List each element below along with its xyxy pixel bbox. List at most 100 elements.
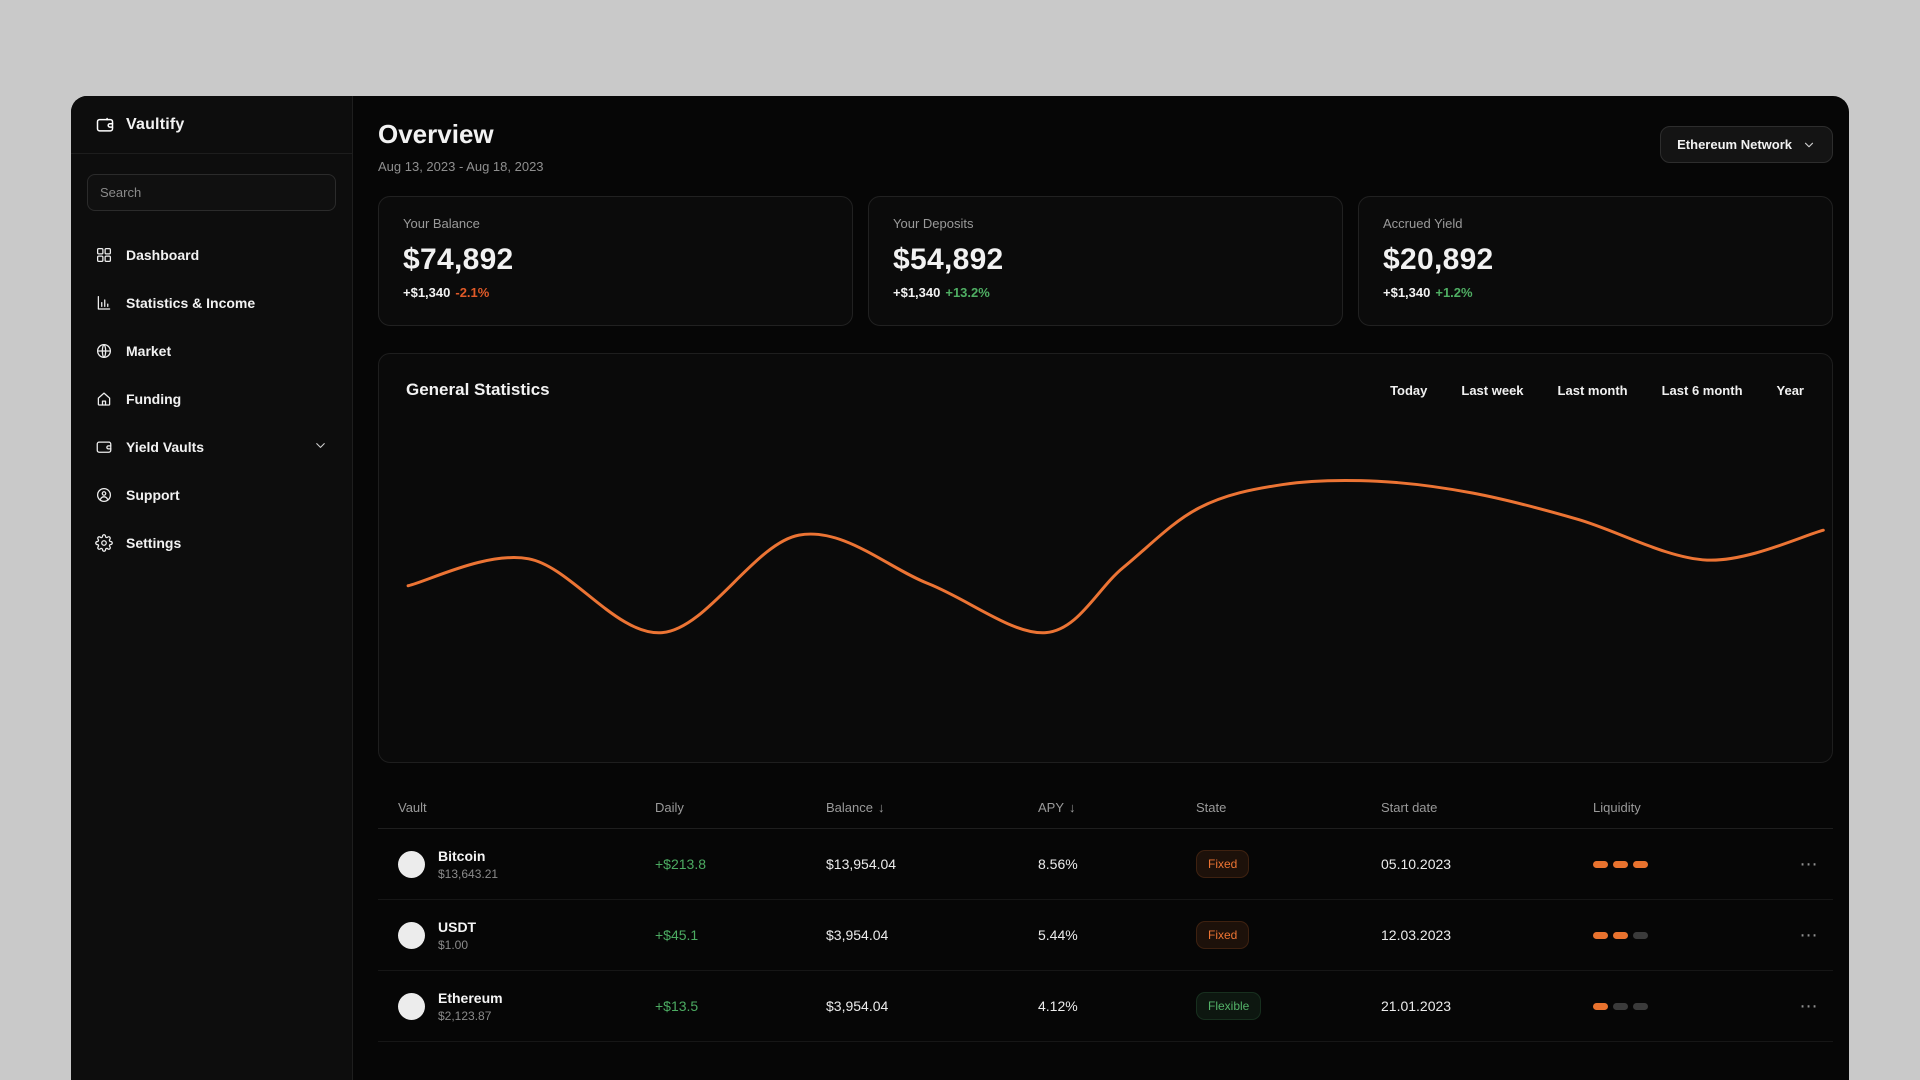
date-range: Aug 13, 2023 - Aug 18, 2023 <box>378 159 544 174</box>
support-icon <box>96 487 112 503</box>
filter-today[interactable]: Today <box>1390 382 1428 398</box>
balance: $13,954.04 <box>826 856 897 872</box>
sidebar-item-label: Settings <box>126 535 182 551</box>
state-badge: Flexible <box>1196 992 1262 1020</box>
card-label: Your Deposits <box>893 216 974 231</box>
sidebar-item-label: Yield Vaults <box>126 439 205 455</box>
vault-avatar <box>398 921 425 949</box>
card-percent: +1.2% <box>1435 285 1473 300</box>
filter-last-6-month[interactable]: Last 6 month <box>1661 382 1743 398</box>
app-name: Vaultify <box>126 116 185 133</box>
start-date: 12.03.2023 <box>1381 927 1452 943</box>
start-date: 05.10.2023 <box>1381 856 1452 872</box>
column-header-daily: Daily <box>655 800 684 815</box>
liquidity-pill <box>1613 931 1628 939</box>
liquidity-pill <box>1633 931 1648 939</box>
divider <box>71 153 352 154</box>
row-menu-button[interactable]: ⋯ <box>1785 925 1833 946</box>
column-header-vault: Vault <box>398 800 427 815</box>
table-header: Vault Daily Balance ↓ APY ↓ State Start date Liq… <box>378 787 1833 829</box>
gear-icon <box>95 534 113 552</box>
sidebar-item-funding[interactable]: Funding <box>87 375 336 423</box>
liquidity-pill <box>1593 860 1608 868</box>
statistics-line <box>406 479 1825 635</box>
vault-price: $13,643.21 <box>438 866 499 881</box>
row-menu-button[interactable]: ⋯ <box>1785 996 1833 1017</box>
bar-chart-icon <box>97 295 111 310</box>
search-input[interactable] <box>87 174 336 211</box>
balance: $3,954.04 <box>826 927 889 943</box>
vault-price: $1.00 <box>438 937 469 952</box>
column-header-balance[interactable]: Balance ↓ <box>826 800 1038 815</box>
card-label: Accrued Yield <box>1383 216 1463 231</box>
card-value: $20,892 <box>1383 243 1494 276</box>
chevron-down-icon <box>316 443 325 448</box>
vault-avatar <box>398 850 425 878</box>
sort-desc-icon: ↓ <box>877 800 885 815</box>
start-date: 21.01.2023 <box>1381 998 1452 1014</box>
wallet-icon <box>96 441 112 453</box>
vault-name: USDT <box>438 918 477 935</box>
filter-last-month[interactable]: Last month <box>1557 382 1628 398</box>
liquidity-pill <box>1633 1002 1648 1010</box>
sort-desc-icon: ↓ <box>1069 800 1076 815</box>
sidebar-item-support[interactable]: Support <box>87 471 336 519</box>
vault-name: Bitcoin <box>438 847 486 864</box>
card-value: $54,892 <box>893 243 1004 276</box>
card-percent: -2.1% <box>455 285 490 300</box>
sidebar-item-label: Funding <box>126 391 182 407</box>
stat-card-your-balance: Your Balance $74,892 +$1,340 -2.1% <box>378 196 853 326</box>
apy: 4.12% <box>1038 998 1078 1014</box>
daily-change: +$45.1 <box>655 927 699 943</box>
sidebar-item-label: Dashboard <box>126 247 200 263</box>
liquidity-pill <box>1593 1002 1608 1010</box>
card-delta: +$1,340 +1.2% <box>1383 285 1473 300</box>
stat-cards: Your Balance $74,892 +$1,340 -2.1% Your Depo… <box>378 196 1833 326</box>
card-value: $74,892 <box>403 243 514 276</box>
liquidity-pill <box>1633 860 1648 868</box>
home-icon <box>97 392 111 406</box>
column-header-start-date: Start date <box>1381 800 1438 815</box>
sidebar-item-label: Market <box>126 343 172 359</box>
sidebar-item-yield-vaults[interactable]: Yield Vaults <box>87 423 336 471</box>
vault-price: $2,123.87 <box>438 1008 492 1023</box>
liquidity-indicator <box>1593 931 1785 939</box>
liquidity-pill <box>1613 1002 1628 1010</box>
sidebar-item-statistics-income[interactable]: Statistics & Income <box>87 279 336 327</box>
vault-avatar <box>398 992 425 1020</box>
sidebar-item-dashboard[interactable]: Dashboard <box>87 231 336 279</box>
sidebar-item-settings[interactable]: Settings <box>87 519 336 567</box>
app-window: Vaultify Dashboard Statistics & Income Mar… <box>71 96 1849 1080</box>
table-body: Bitcoin $13,643.21 +$213.8 $13,954.04 8.56% F… <box>378 829 1833 1042</box>
dashboard-icon <box>96 247 112 263</box>
daily-change: +$213.8 <box>655 856 706 872</box>
state-badge: Fixed <box>1196 921 1250 949</box>
stat-card-accrued-yield: Accrued Yield $20,892 +$1,340 +1.2% <box>1358 196 1833 326</box>
liquidity-pill <box>1593 931 1608 939</box>
filter-year[interactable]: Year <box>1776 382 1804 398</box>
filter-last-week[interactable]: Last week <box>1461 382 1524 398</box>
network-selector-button[interactable]: Ethereum Network <box>1660 126 1833 163</box>
card-label: Your Balance <box>403 216 480 231</box>
sidebar-item-market[interactable]: Market <box>87 327 336 375</box>
liquidity-indicator <box>1593 860 1785 868</box>
column-header-state: State <box>1196 800 1227 815</box>
sidebar-item-label: Statistics & Income <box>126 295 256 311</box>
table-row-usdt[interactable]: USDT $1.00 +$45.1 $3,954.04 5.44% Fixed 12.03.… <box>378 900 1833 971</box>
apy: 8.56% <box>1038 856 1078 872</box>
balance: $3,954.04 <box>826 998 889 1014</box>
globe-icon <box>96 343 112 359</box>
row-menu-button[interactable]: ⋯ <box>1785 854 1833 875</box>
table-row-bitcoin[interactable]: Bitcoin $13,643.21 +$213.8 $13,954.04 8.56% F… <box>378 829 1833 900</box>
card-delta: +$1,340 -2.1% <box>403 285 490 300</box>
liquidity-pill <box>1613 860 1628 868</box>
sidebar-nav: Dashboard Statistics & Income Market Fundin… <box>71 221 352 577</box>
app-logo: Vaultify <box>71 96 352 153</box>
table-row-ethereum[interactable]: Ethereum $2,123.87 +$13.5 $3,954.04 4.12% Fle… <box>378 971 1833 1042</box>
vault-name: Ethereum <box>438 989 503 1006</box>
column-header-apy[interactable]: APY ↓ <box>1038 800 1196 815</box>
chevron-down-icon <box>1804 142 1814 147</box>
sidebar-item-label: Support <box>126 487 180 503</box>
card-delta: +$1,340 +13.2% <box>893 285 990 300</box>
daily-change: +$13.5 <box>655 998 699 1014</box>
